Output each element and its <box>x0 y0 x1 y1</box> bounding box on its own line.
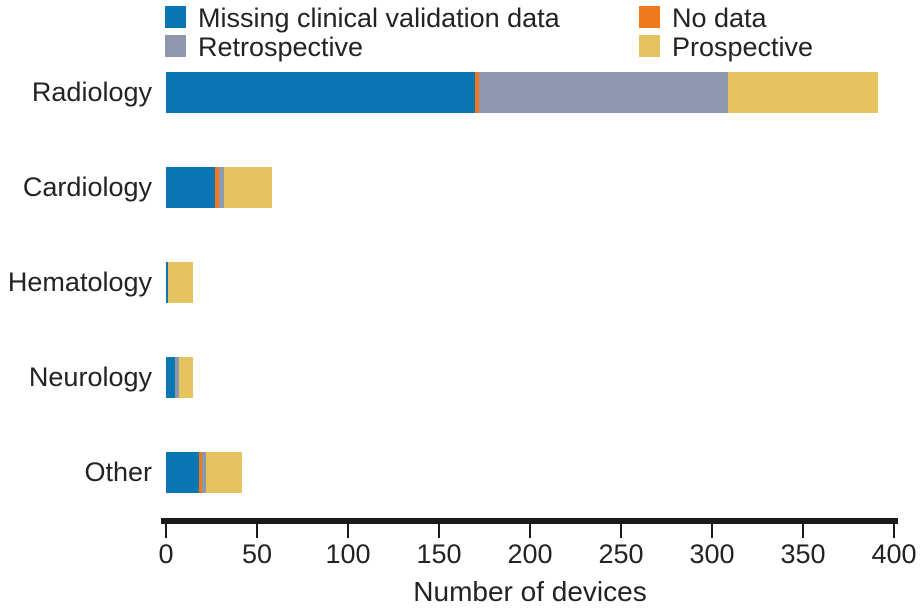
legend-item-prospective: Prospective <box>639 33 813 61</box>
x-axis-tick-400 <box>893 524 895 538</box>
x-axis-tick-200 <box>529 524 531 538</box>
x-axis-title: Number of devices <box>413 576 647 607</box>
x-axis-tick-0 <box>165 524 167 538</box>
legend-item-missing-clinical-validation-data: Missing clinical validation data <box>165 4 560 32</box>
bar-neurology-retrospective <box>175 357 179 398</box>
legend-item-retrospective: Retrospective <box>165 33 363 61</box>
bar-hematology-missing-clinical-validation-data <box>166 262 168 303</box>
x-axis-tick-label-350: 350 <box>780 539 826 569</box>
x-axis-tick-50 <box>256 524 258 538</box>
x-axis-tick-label-0: 0 <box>158 539 174 569</box>
x-axis-tick-label-50: 50 <box>241 539 273 569</box>
bar-hematology-prospective <box>167 262 194 303</box>
legend-item-no-data: No data <box>639 4 767 32</box>
category-label-other: Other <box>84 457 152 487</box>
category-label-hematology: Hematology <box>7 267 152 297</box>
x-axis-tick-label-400: 400 <box>871 539 917 569</box>
x-axis-tick-350 <box>802 524 804 538</box>
bar-neurology-prospective <box>178 357 194 398</box>
category-label-neurology: Neurology <box>28 362 152 392</box>
bar-other-no-data <box>198 452 203 493</box>
x-axis-tick-300 <box>711 524 713 538</box>
bar-radiology-no-data <box>475 72 480 113</box>
x-axis-tick-label-200: 200 <box>507 539 553 569</box>
legend-label-no-data: No data <box>672 3 767 33</box>
bar-cardiology-prospective <box>224 167 272 208</box>
x-axis-tick-150 <box>438 524 440 538</box>
legend-label-prospective: Prospective <box>672 32 814 62</box>
legend-swatch-no-data <box>639 6 660 28</box>
legend-swatch-prospective <box>639 35 660 57</box>
x-axis-line <box>161 518 898 524</box>
x-axis-tick-250 <box>620 524 622 538</box>
x-axis-tick-100 <box>347 524 349 538</box>
bar-cardiology-no-data <box>215 167 219 208</box>
category-label-radiology: Radiology <box>31 77 152 107</box>
bar-other-missing-clinical-validation-data <box>166 452 199 493</box>
bar-radiology-prospective <box>728 72 878 113</box>
category-label-cardiology: Cardiology <box>22 172 152 202</box>
bar-other-prospective <box>206 452 243 493</box>
x-axis-tick-label-250: 250 <box>598 539 644 569</box>
legend-label-missing-clinical-validation-data: Missing clinical validation data <box>198 3 560 33</box>
bar-radiology-missing-clinical-validation-data <box>166 72 476 113</box>
bar-other-retrospective <box>202 452 207 493</box>
x-axis-tick-label-300: 300 <box>689 539 735 569</box>
bar-cardiology-missing-clinical-validation-data <box>166 167 216 208</box>
legend-swatch-retrospective <box>165 35 186 57</box>
bar-neurology-missing-clinical-validation-data <box>166 357 176 398</box>
legend-swatch-missing-clinical-validation-data <box>165 6 186 28</box>
x-axis-tick-label-100: 100 <box>325 539 371 569</box>
legend-label-retrospective: Retrospective <box>198 32 364 62</box>
bar-cardiology-retrospective <box>218 167 225 208</box>
x-axis-tick-label-150: 150 <box>416 539 462 569</box>
bar-radiology-retrospective <box>479 72 729 113</box>
